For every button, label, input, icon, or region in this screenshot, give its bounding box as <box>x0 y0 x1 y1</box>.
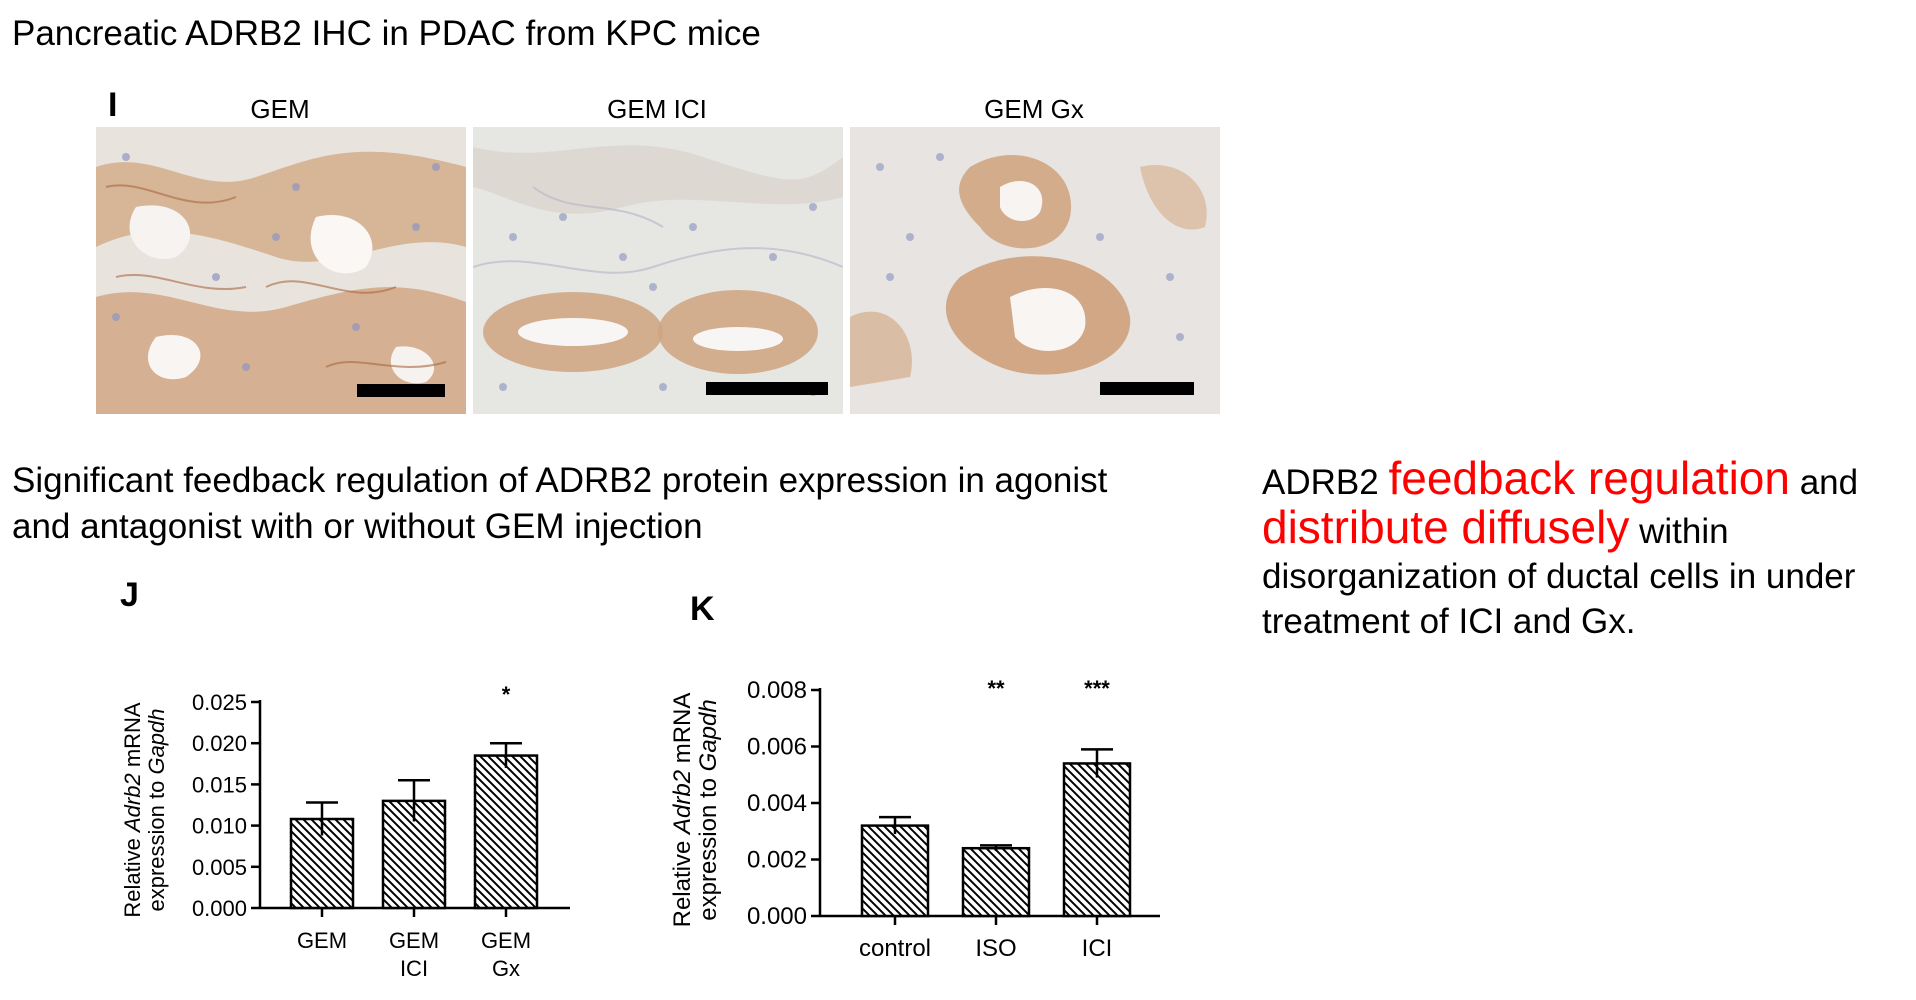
y-tick-label: 0.000 <box>747 903 807 930</box>
x-tick-label: GEM <box>481 928 531 953</box>
x-tick-label: ICI <box>400 956 428 981</box>
bar <box>1062 762 1132 918</box>
note-text-1: ADRB2 <box>1262 463 1379 502</box>
significance-marker: ** <box>987 676 1005 701</box>
note-text-2: and <box>1799 463 1859 502</box>
significance-marker: * <box>502 682 511 707</box>
note-text-3: within disorganization of ductal cells i… <box>1262 512 1856 641</box>
bar <box>860 824 930 918</box>
page-title: Pancreatic ADRB2 IHC in PDAC from KPC mi… <box>12 14 761 53</box>
scale-bar <box>706 382 828 395</box>
chart-j: 0.000 0.005 0.010 0.015 0.020 0.025 Relative A… <box>120 682 570 981</box>
annotation-note: ADRB2 feedback regulation and distribute… <box>1262 455 1912 644</box>
note-highlight-2: distribute diffusely <box>1262 501 1630 553</box>
y-tick-label: 0.025 <box>192 690 247 715</box>
panel-letter-k: K <box>690 590 715 628</box>
y-tick-label: 0.020 <box>192 731 247 756</box>
ihc-image-gem-gx <box>850 127 1220 414</box>
y-tick-label: 0.002 <box>747 847 807 874</box>
y-tick-label: 0.008 <box>747 677 807 704</box>
x-tick-label: control <box>859 935 931 962</box>
note-highlight-1: feedback regulation <box>1388 452 1790 504</box>
scale-bar <box>1100 382 1194 395</box>
ihc-image-gem-ici <box>473 127 843 414</box>
y-tick-label: 0.006 <box>747 734 807 761</box>
bar <box>473 754 539 910</box>
ihc-texture-gem-ici <box>473 127 843 414</box>
x-tick-label: ISO <box>975 935 1016 962</box>
y-tick-label: 0.015 <box>192 772 247 797</box>
description-line-2: and antagonist with or without GEM injec… <box>12 507 703 546</box>
panel-letter-j: J <box>120 576 139 614</box>
y-tick-label: 0.010 <box>192 814 247 839</box>
ihc-label-gem-ici: GEM ICI <box>607 94 707 124</box>
bar <box>961 846 1031 918</box>
panel-letter-i: I <box>108 86 118 124</box>
x-tick-label: GEM <box>297 928 347 953</box>
y-axis-label-line-2: expression to Gapdh <box>695 699 722 920</box>
description-line-1: Significant feedback regulation of ADRB2… <box>12 461 1108 500</box>
y-axis-label-line-1: Relative Adrb2 mRNA <box>669 693 696 928</box>
x-tick-label: Gx <box>492 956 520 981</box>
scale-bar <box>357 384 445 397</box>
ihc-image-gem <box>96 127 466 414</box>
description: Significant feedback regulation of ADRB2… <box>12 458 1212 550</box>
y-axis-label-line-2: expression to Gapdh <box>144 708 169 911</box>
significance-marker: *** <box>1084 676 1110 701</box>
y-tick-label: 0.004 <box>747 790 807 817</box>
x-tick-label: ICI <box>1082 935 1113 962</box>
ihc-texture-gem <box>96 127 466 414</box>
y-tick-label: 0.005 <box>192 855 247 880</box>
x-tick-label: GEM <box>389 928 439 953</box>
ihc-label-gem-gx: GEM Gx <box>984 94 1084 124</box>
ihc-label-gem: GEM <box>250 94 310 124</box>
y-axis-label-line-1: Relative Adrb2 mRNA <box>120 702 145 918</box>
y-tick-label: 0.000 <box>192 896 247 921</box>
ihc-texture-gem-gx <box>850 127 1220 414</box>
chart-k: 0.000 0.002 0.004 0.006 0.008 Relative Adrb2 … <box>669 676 1160 962</box>
